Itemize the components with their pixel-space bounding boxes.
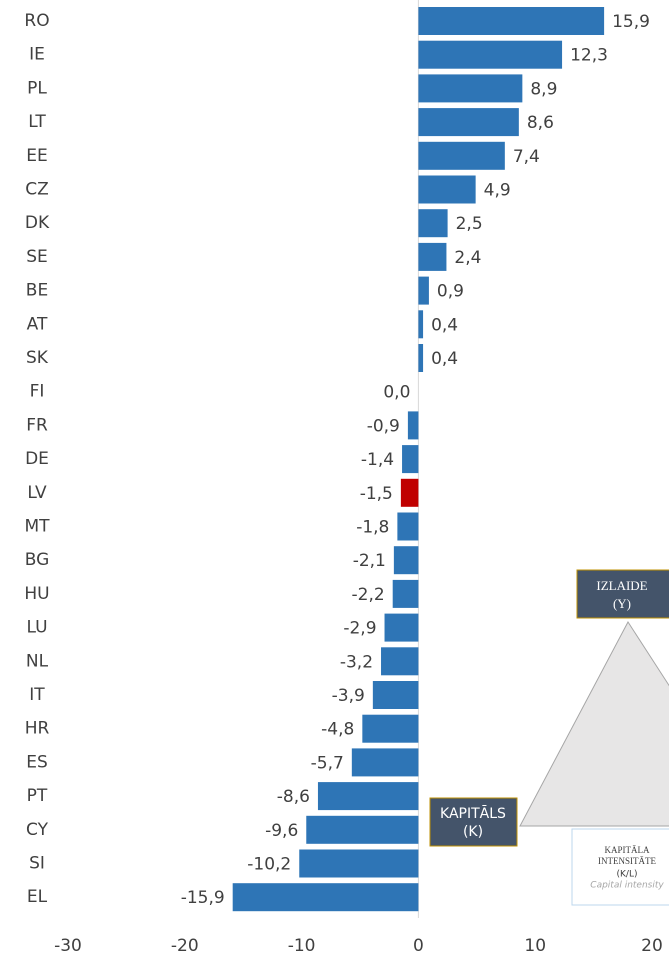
bar <box>402 445 418 473</box>
value-label: 0,4 <box>431 349 458 369</box>
x-tick-label: -20 <box>171 936 199 956</box>
bar <box>401 479 419 507</box>
bar <box>418 209 447 237</box>
bar <box>373 681 419 709</box>
chart: IZLAIDE (Y) KAPITĀLS (K) KAPITĀLA INTENS… <box>0 0 669 961</box>
bar <box>381 647 418 675</box>
value-label: 2,5 <box>456 214 483 234</box>
y-tick-label: LV <box>27 483 47 503</box>
value-label: 8,6 <box>527 113 554 133</box>
y-tick-label: BG <box>25 550 50 570</box>
bar <box>299 850 418 878</box>
value-label: -10,2 <box>247 855 291 875</box>
value-label: -3,9 <box>332 686 365 706</box>
value-label: -2,1 <box>353 551 386 571</box>
y-tick-label: PL <box>27 78 47 98</box>
box-title: IZLAIDE <box>596 578 647 593</box>
y-tick-label: EE <box>26 146 47 166</box>
x-tick-label: -10 <box>288 936 316 956</box>
bar <box>233 883 419 911</box>
value-label: 8,9 <box>530 79 557 99</box>
bar <box>385 614 419 642</box>
value-label: 12,3 <box>570 46 608 66</box>
value-label: 0,9 <box>437 282 464 302</box>
value-label: -3,2 <box>340 652 373 672</box>
y-tick-label: EL <box>27 887 48 907</box>
bar <box>408 411 419 439</box>
value-label: -4,8 <box>321 720 354 740</box>
y-tick-label: FI <box>30 382 45 402</box>
y-tick-label: MT <box>24 517 50 537</box>
value-label: 0,0 <box>383 383 410 403</box>
value-label: -5,7 <box>311 753 344 773</box>
bar <box>394 546 419 574</box>
y-tick-label: RO <box>24 11 49 31</box>
box-sub: (K/L) <box>617 870 638 880</box>
value-label: -1,8 <box>356 518 389 538</box>
box-title: INTENSITĀTE <box>598 856 656 866</box>
y-tick-label: HU <box>24 584 49 604</box>
y-tick-label: LT <box>28 112 46 132</box>
box-sub: (Y) <box>613 596 631 611</box>
box-note: Capital intensity <box>590 881 664 891</box>
y-tick-label: IE <box>29 45 45 65</box>
y-tick-label: NL <box>26 651 49 671</box>
value-label: -2,9 <box>343 619 376 639</box>
bar <box>418 74 522 102</box>
value-label: 2,4 <box>454 248 481 268</box>
y-tick-label: SE <box>26 247 48 267</box>
y-tick-label: CY <box>26 820 49 840</box>
bar <box>418 142 504 170</box>
bar <box>393 580 419 608</box>
value-label: 15,9 <box>612 12 650 32</box>
box-title: KAPITĀLA <box>605 845 650 855</box>
value-label: -2,2 <box>352 585 385 605</box>
y-tick-label: FR <box>26 415 48 435</box>
intensity-box <box>572 829 669 905</box>
y-tick-label: SK <box>26 348 49 368</box>
value-label: -1,4 <box>361 450 394 470</box>
bar <box>418 41 562 69</box>
value-label: -9,6 <box>265 821 298 841</box>
box-sub: (K) <box>463 824 483 840</box>
y-tick-label: SI <box>29 854 45 874</box>
bar <box>362 715 418 743</box>
y-tick-label: IT <box>29 685 45 705</box>
x-tick-label: 10 <box>524 936 546 956</box>
bar <box>418 344 423 372</box>
x-tick-label: -30 <box>54 936 82 956</box>
x-tick-label: 0 <box>413 936 424 956</box>
bar <box>418 108 518 136</box>
value-label: -8,6 <box>277 787 310 807</box>
bar <box>318 782 418 810</box>
bar <box>397 513 418 541</box>
value-label: 0,4 <box>431 315 458 335</box>
bar <box>418 277 429 305</box>
value-label: 4,9 <box>484 181 511 201</box>
bar <box>418 310 423 338</box>
bar <box>306 816 418 844</box>
bar <box>418 243 446 271</box>
y-tick-label: HR <box>25 719 50 739</box>
x-tick-label: 20 <box>641 936 663 956</box>
y-tick-label: BE <box>26 281 48 301</box>
y-tick-label: DE <box>25 449 49 469</box>
triangle <box>520 622 669 826</box>
bar <box>418 176 475 204</box>
bar <box>352 748 419 776</box>
value-label: -15,9 <box>181 888 225 908</box>
y-tick-label: DK <box>25 213 50 233</box>
value-label: 7,4 <box>513 147 540 167</box>
y-tick-label: CZ <box>25 180 49 200</box>
y-tick-label: LU <box>26 618 47 638</box>
y-tick-label: AT <box>27 314 48 334</box>
value-label: -0,9 <box>367 416 400 436</box>
box-title: KAPITĀLS <box>440 805 506 822</box>
bar <box>418 7 604 35</box>
y-tick-label: ES <box>26 752 48 772</box>
value-label: -1,5 <box>360 484 393 504</box>
y-tick-label: PT <box>27 786 48 806</box>
